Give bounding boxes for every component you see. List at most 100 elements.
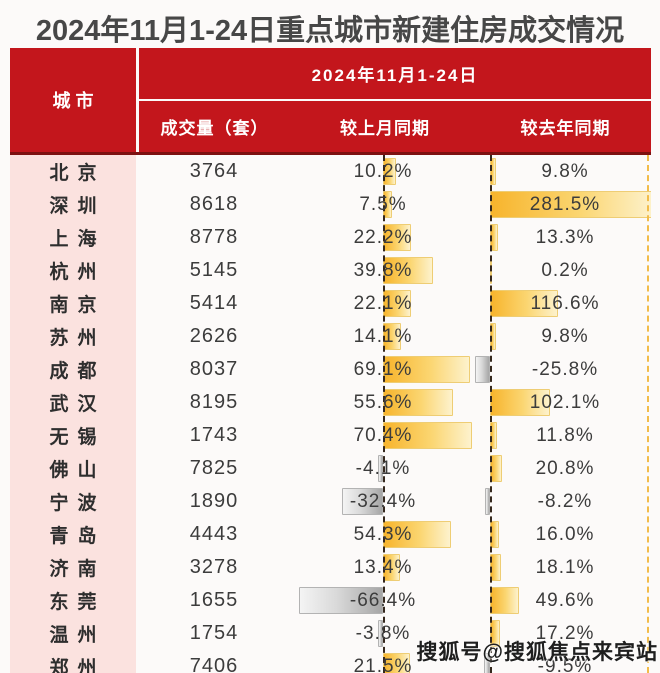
table-body: 北京 3764 10.2% 9.8% 深圳 8618 7.5% 281.5% 上… bbox=[10, 155, 651, 673]
volume-cell: 5145 bbox=[189, 259, 239, 281]
volume-cell: 2626 bbox=[189, 325, 239, 347]
yoy-value: 9.8% bbox=[541, 325, 589, 347]
table-row: 深圳 8618 7.5% 281.5% bbox=[10, 188, 651, 221]
table-row: 东莞 1655 -66.4% 49.6% bbox=[10, 584, 651, 617]
table-row: 南京 5414 22.1% 116.6% bbox=[10, 287, 651, 320]
volume-cell: 8037 bbox=[189, 358, 239, 380]
yoy-zero-axis bbox=[490, 155, 492, 673]
city-cell: 深圳 bbox=[49, 195, 106, 217]
city-cell: 无锡 bbox=[49, 426, 106, 448]
table-row: 温州 1754 -3.8% 17.2% bbox=[10, 617, 651, 650]
volume-cell: 8195 bbox=[189, 391, 239, 413]
yoy-value: 17.2% bbox=[535, 622, 595, 644]
mom-data-bar bbox=[377, 455, 383, 482]
yoy-value: 18.1% bbox=[535, 556, 595, 578]
mom-value: 21.5% bbox=[353, 655, 413, 673]
table-row: 宁波 1890 -32.4% -8.2% bbox=[10, 485, 651, 518]
table-row: 武汉 8195 55.6% 102.1% bbox=[10, 386, 651, 419]
mom-value: -4.1% bbox=[355, 457, 411, 479]
volume-cell: 1655 bbox=[189, 589, 239, 611]
volume-cell: 4443 bbox=[189, 523, 239, 545]
city-cell: 青岛 bbox=[49, 525, 106, 547]
mom-data-bar bbox=[383, 356, 471, 383]
table-row: 无锡 1743 70.4% 11.8% bbox=[10, 419, 651, 452]
yoy-value: 16.0% bbox=[535, 523, 595, 545]
yoy-value: -25.8% bbox=[531, 358, 599, 380]
city-cell: 成都 bbox=[49, 360, 106, 382]
yoy-value: -8.2% bbox=[537, 490, 593, 512]
yoy-data-bar bbox=[490, 290, 559, 317]
table-header: 城市 2024年11月1-24日 成交量（套） 较上月同期 较去年同期 bbox=[10, 48, 651, 155]
yoy-data-bar bbox=[490, 389, 550, 416]
header-volume: 成交量（套） bbox=[139, 101, 290, 152]
mom-data-bar bbox=[383, 521, 452, 548]
table-row: 青岛 4443 54.3% 16.0% bbox=[10, 518, 651, 551]
mom-value: 55.6% bbox=[353, 391, 413, 413]
city-cell: 苏州 bbox=[49, 327, 106, 349]
page-title: 2024年11月1-24日重点城市新建住房成交情况 bbox=[35, 15, 625, 47]
yoy-value: 11.8% bbox=[536, 424, 594, 446]
city-cell: 上海 bbox=[49, 228, 106, 250]
header-date-group: 2024年11月1-24日 bbox=[139, 48, 651, 99]
table-row: 成都 8037 69.1% -25.8% bbox=[10, 353, 651, 386]
volume-cell: 3764 bbox=[189, 160, 239, 182]
table-row: 杭州 5145 39.8% 0.2% bbox=[10, 254, 651, 287]
housing-table: 城市 2024年11月1-24日 成交量（套） 较上月同期 较去年同期 北京 3… bbox=[10, 48, 651, 673]
volume-cell: 1743 bbox=[189, 424, 239, 446]
table-row: 上海 8778 22.2% 13.3% bbox=[10, 221, 651, 254]
yoy-data-bar bbox=[474, 356, 490, 383]
mom-value: 10.2% bbox=[353, 160, 413, 182]
city-cell: 济南 bbox=[49, 558, 106, 580]
sohu-watermark: 搜狐号@搜狐焦点来宾站 bbox=[416, 641, 658, 664]
city-cell: 郑州 bbox=[49, 657, 106, 673]
city-cell: 温州 bbox=[49, 624, 106, 646]
volume-cell: 8618 bbox=[189, 193, 239, 215]
yoy-value: 9.8% bbox=[541, 160, 589, 182]
city-column-background bbox=[10, 155, 136, 673]
mom-value: -32.4% bbox=[349, 490, 417, 512]
header-mom: 较上月同期 bbox=[290, 101, 480, 152]
city-cell: 东莞 bbox=[49, 591, 106, 613]
mom-data-bar bbox=[383, 389, 454, 416]
yoy-value: 102.1% bbox=[529, 391, 601, 413]
city-cell: 武汉 bbox=[49, 393, 106, 415]
mom-data-bar bbox=[378, 620, 383, 647]
mom-value: 13.4% bbox=[353, 556, 413, 578]
mom-value: 22.1% bbox=[353, 292, 413, 314]
yoy-value: 116.6% bbox=[530, 292, 600, 314]
header-yoy: 较去年同期 bbox=[480, 101, 651, 152]
city-cell: 北京 bbox=[49, 162, 106, 184]
volume-cell: 1890 bbox=[189, 490, 239, 512]
yoy-data-bar bbox=[490, 587, 520, 614]
mom-zero-axis bbox=[383, 155, 385, 673]
city-cell: 杭州 bbox=[49, 261, 106, 283]
table-right-dashed-edge bbox=[647, 155, 649, 673]
table-row: 佛山 7825 -4.1% 20.8% bbox=[10, 452, 651, 485]
mom-value: 7.5% bbox=[359, 193, 407, 215]
table-row: 济南 3278 13.4% 18.1% bbox=[10, 551, 651, 584]
yoy-data-bar bbox=[485, 488, 490, 515]
mom-data-bar bbox=[383, 224, 411, 251]
yoy-value: 49.6% bbox=[535, 589, 595, 611]
mom-value: -66.4% bbox=[349, 589, 417, 611]
volume-cell: 1754 bbox=[189, 622, 239, 644]
mom-value: 54.3% bbox=[353, 523, 413, 545]
yoy-data-bar bbox=[484, 653, 490, 673]
city-cell: 佛山 bbox=[49, 459, 106, 481]
table-row: 郑州 7406 21.5% -9.5% bbox=[10, 650, 651, 673]
mom-data-bar bbox=[342, 488, 383, 515]
yoy-value: -9.5% bbox=[537, 655, 593, 673]
table-row: 北京 3764 10.2% 9.8% bbox=[10, 155, 651, 188]
header-city: 城市 bbox=[10, 48, 136, 152]
yoy-value: 281.5% bbox=[529, 193, 601, 215]
mom-value: -3.8% bbox=[355, 622, 411, 644]
mom-data-bar bbox=[383, 257, 434, 284]
mom-value: 69.1% bbox=[353, 358, 413, 380]
city-cell: 南京 bbox=[49, 294, 106, 316]
volume-cell: 5414 bbox=[189, 292, 239, 314]
volume-cell: 7406 bbox=[189, 655, 239, 673]
mom-value: 14.1% bbox=[353, 325, 413, 347]
yoy-value: 13.3% bbox=[535, 226, 595, 248]
mom-data-bar bbox=[383, 290, 411, 317]
